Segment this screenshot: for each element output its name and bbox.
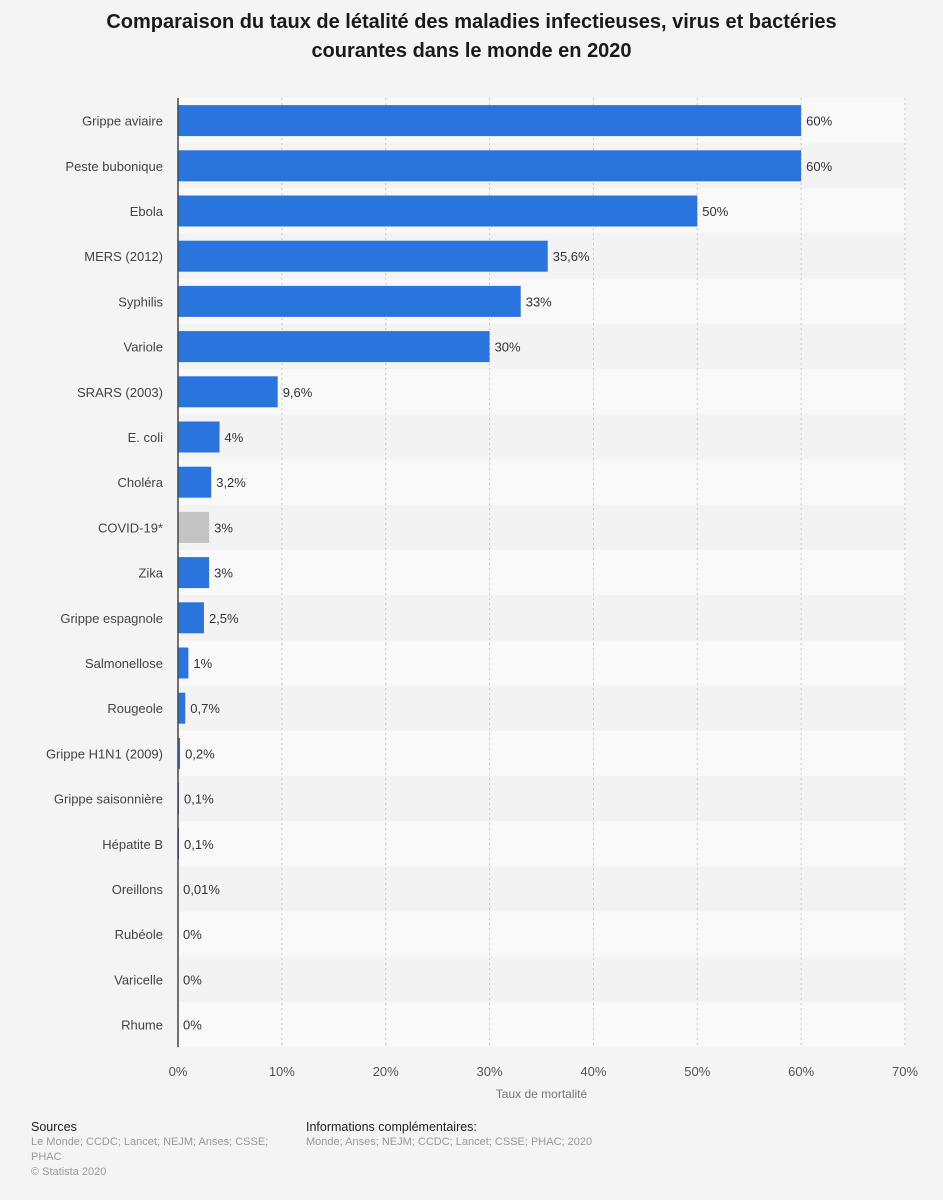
row-band [178, 369, 905, 415]
row-band [178, 595, 905, 641]
sources-block: Sources Le Monde; CCDC; Lancet; NEJM; An… [31, 1119, 293, 1180]
value-label: 50% [702, 204, 728, 219]
row-bands [178, 98, 905, 1048]
axis: Taux de mortalité [177, 98, 588, 1101]
x-axis-ticks: 0% 10% 20% 30% 40% 50% 60% 70% [169, 1064, 919, 1079]
bar [178, 692, 186, 724]
info-text: Monde; Anses; NEJM; CCDC; Lancet; CSSE; … [306, 1136, 593, 1148]
category-label: Oreillons [112, 882, 164, 897]
value-label: 33% [526, 294, 552, 309]
value-label: 2,5% [209, 611, 239, 626]
category-label: Grippe H1N1 (2009) [46, 746, 163, 761]
value-label: 4% [225, 430, 244, 445]
value-label: 60% [806, 114, 832, 129]
row-band [178, 776, 905, 822]
bar [178, 285, 521, 317]
bars [178, 105, 802, 905]
row-band [178, 550, 905, 596]
value-label: 0% [183, 972, 202, 987]
x-tick-label: 40% [580, 1064, 606, 1079]
category-labels: Grippe aviaire Peste bubonique Ebola MERS (… [46, 114, 164, 1033]
row-band [178, 956, 905, 1002]
chart-title: Comparaison du taux de létalité des mala… [106, 11, 837, 62]
row-band [178, 685, 905, 731]
bar [178, 240, 548, 272]
category-label: Rhume [121, 1018, 163, 1033]
bar [178, 557, 210, 589]
row-band [178, 459, 905, 505]
category-label: E. coli [128, 430, 164, 445]
value-label: 3% [214, 566, 233, 581]
category-label: Peste bubonique [65, 159, 163, 174]
value-label: 9,6% [283, 385, 313, 400]
x-tick-label: 20% [373, 1064, 399, 1079]
bar [178, 737, 181, 769]
x-tick-label: 0% [169, 1064, 188, 1079]
value-labels: 60% 60% 50% 35,6% 33% 30% 9,6% 4% 3,2% 3% 3% 2,5% 1%… [183, 114, 833, 1033]
value-label: 0% [183, 927, 202, 942]
gridlines [281, 98, 906, 1048]
category-label: Rougeole [107, 701, 163, 716]
row-band [178, 730, 905, 776]
x-tick-label: 30% [477, 1064, 503, 1079]
category-label: Salmonellose [85, 656, 163, 671]
category-label: Choléra [117, 475, 163, 490]
row-band [178, 866, 905, 912]
category-label: Syphilis [118, 294, 163, 309]
value-label: 60% [806, 159, 832, 174]
value-label: 1% [193, 656, 212, 671]
bar [178, 150, 802, 182]
bar [178, 105, 802, 137]
row-band [178, 414, 905, 460]
category-label: Grippe saisonnière [54, 792, 163, 807]
value-label: 35,6% [553, 249, 590, 264]
sources-heading: Sources [31, 1120, 77, 1134]
x-axis-title: Taux de mortalité [496, 1087, 588, 1101]
bar [178, 602, 204, 634]
value-label: 0,1% [184, 792, 214, 807]
value-label: 0,7% [190, 701, 220, 716]
category-label: Hépatite B [102, 837, 163, 852]
bar [178, 421, 220, 453]
sources-text: Le Monde; CCDC; Lancet; NEJM; Anses; CSS… [31, 1136, 269, 1163]
category-label: Zika [138, 566, 163, 581]
x-tick-label: 10% [269, 1064, 295, 1079]
category-label: Rubéole [115, 927, 163, 942]
row-band [178, 504, 905, 550]
bar [178, 511, 210, 543]
value-label: 3,2% [216, 475, 246, 490]
copyright: © Statista 2020 [31, 1166, 107, 1178]
category-label: Grippe espagnole [60, 611, 163, 626]
category-label: Variole [123, 340, 163, 355]
category-label: COVID-19* [98, 520, 163, 535]
bar [178, 331, 490, 363]
row-band [178, 821, 905, 867]
bar [178, 376, 278, 408]
category-label: Ebola [130, 204, 164, 219]
category-label: Varicelle [114, 972, 163, 987]
x-tick-label: 70% [892, 1064, 918, 1079]
category-label: SRARS (2003) [77, 385, 163, 400]
bar [178, 195, 698, 227]
value-label: 0,01% [183, 882, 220, 897]
value-label: 0,2% [185, 746, 215, 761]
value-label: 0% [183, 1018, 202, 1033]
x-tick-label: 60% [788, 1064, 814, 1079]
x-tick-label: 50% [684, 1064, 710, 1079]
info-heading: Informations complémentaires: [306, 1120, 477, 1134]
value-label: 30% [495, 340, 521, 355]
row-band [178, 911, 905, 957]
row-band [178, 640, 905, 686]
value-label: 3% [214, 520, 233, 535]
category-label: MERS (2012) [84, 249, 163, 264]
row-band [178, 1002, 905, 1048]
info-block: Informations complémentaires: Monde; Ans… [306, 1119, 726, 1150]
bar [178, 647, 189, 679]
category-label: Grippe aviaire [82, 114, 163, 129]
bar [178, 466, 212, 498]
value-label: 0,1% [184, 837, 214, 852]
